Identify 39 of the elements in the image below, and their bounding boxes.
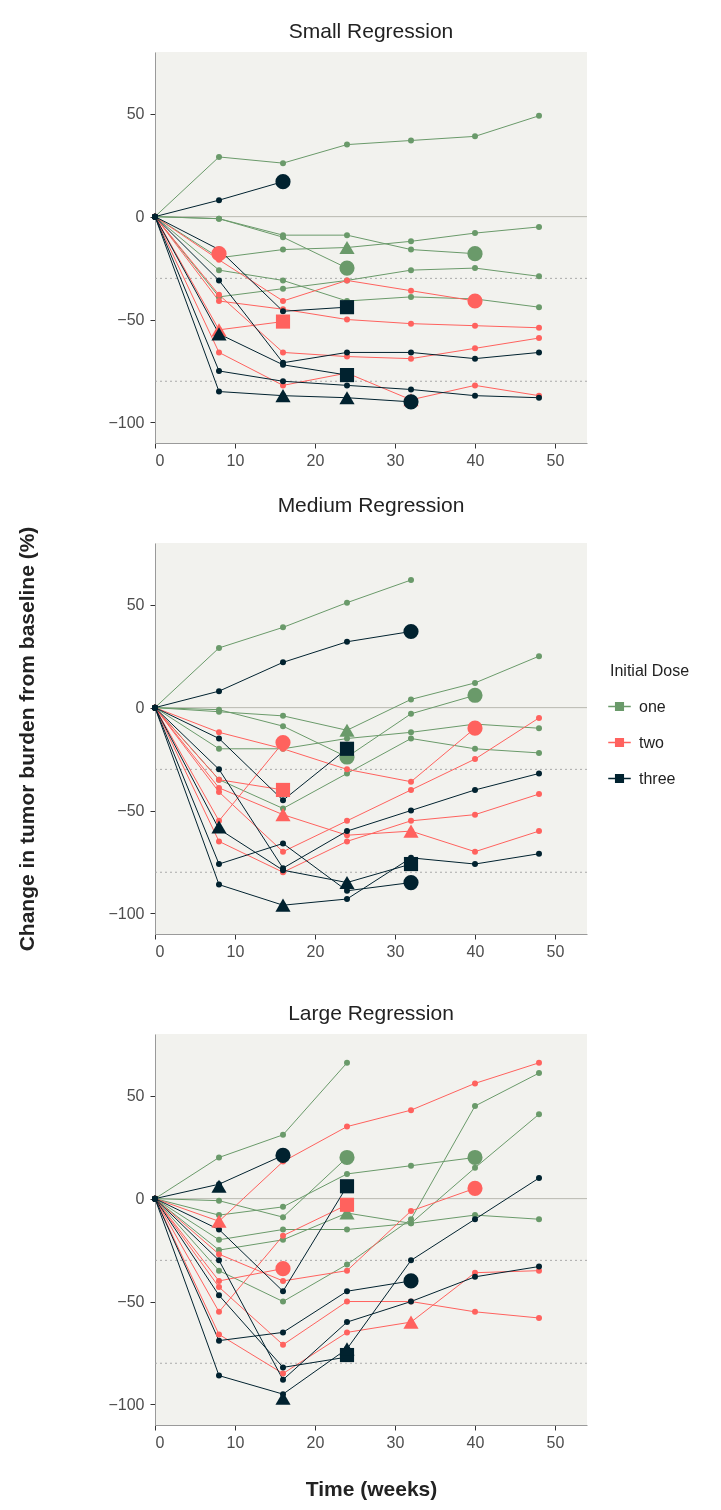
x-tick-label: 20 — [306, 1433, 325, 1451]
y-tick-label: 0 — [135, 208, 145, 226]
y-tick-label: −50 — [117, 1293, 145, 1311]
x-tick-label: 50 — [546, 942, 565, 960]
chart-title: Medium Regression — [277, 493, 465, 517]
x-tick-label: 10 — [226, 1433, 245, 1451]
y-tick-label: 0 — [135, 1190, 145, 1208]
legend-label: two — [639, 733, 664, 751]
y-tick-label: 50 — [126, 1087, 145, 1105]
y-tick-label: 50 — [126, 596, 145, 614]
chart-title: Large Regression — [288, 1001, 454, 1024]
x-tick-label: 30 — [386, 1433, 405, 1451]
x-tick-label: 40 — [466, 1433, 485, 1451]
legend-label: three — [639, 769, 676, 787]
y-tick-label: −100 — [108, 1395, 145, 1413]
y-tick-label: −100 — [108, 904, 145, 922]
x-tick-label: 40 — [466, 451, 485, 469]
x-tick-label: 0 — [155, 451, 165, 469]
y-tick-label: −100 — [108, 413, 145, 431]
y-tick-label: 50 — [126, 105, 145, 123]
x-tick-label: 20 — [306, 942, 325, 960]
x-tick-label: 40 — [466, 942, 485, 960]
x-tick-label: 30 — [386, 451, 405, 469]
chart-title: Small Regression — [288, 19, 454, 42]
y-axis-title: Change in tumor burden from baseline (%) — [15, 526, 39, 952]
y-tick-label: −50 — [117, 311, 145, 329]
x-tick-label: 30 — [386, 942, 405, 960]
x-tick-label: 10 — [226, 942, 245, 960]
y-tick-label: −50 — [117, 802, 145, 820]
x-tick-label: 10 — [226, 451, 245, 469]
legend-label: one — [639, 697, 666, 715]
legend-title: Initial Dose — [610, 662, 690, 679]
x-axis-title: Time (weeks) — [305, 1476, 438, 1500]
x-tick-label: 50 — [546, 451, 565, 469]
y-tick-label: 0 — [135, 699, 145, 717]
x-tick-label: 20 — [306, 451, 325, 469]
x-tick-label: 50 — [546, 1433, 565, 1451]
x-tick-label: 0 — [155, 1433, 165, 1451]
x-tick-label: 0 — [155, 942, 165, 960]
